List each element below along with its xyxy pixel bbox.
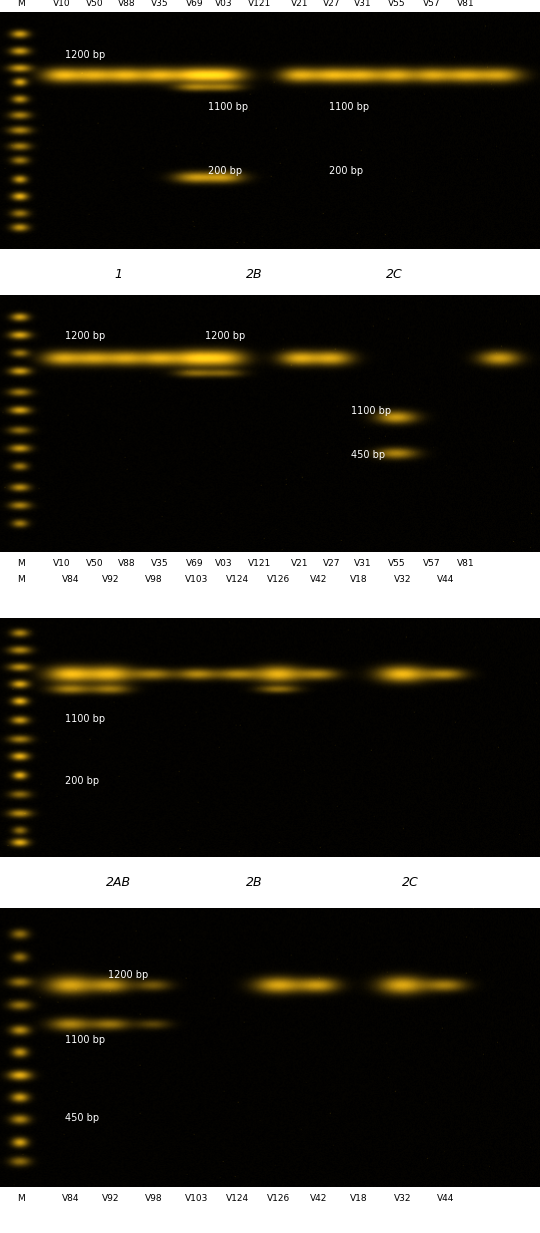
Text: V31: V31 — [354, 0, 372, 7]
Text: M: M — [17, 1194, 24, 1203]
Text: V50: V50 — [86, 559, 103, 568]
Text: V124: V124 — [226, 575, 249, 584]
Text: V35: V35 — [151, 559, 168, 568]
Text: V27: V27 — [323, 559, 341, 568]
Text: V55: V55 — [388, 0, 406, 7]
Text: 1200 bp: 1200 bp — [65, 332, 105, 342]
Text: V35: V35 — [151, 0, 168, 7]
Text: V27: V27 — [323, 0, 341, 7]
Text: V10: V10 — [53, 0, 71, 7]
Text: V55: V55 — [388, 559, 406, 568]
Text: V69: V69 — [186, 559, 203, 568]
Text: V81: V81 — [457, 0, 474, 7]
Text: V103: V103 — [185, 575, 209, 584]
Text: V121: V121 — [247, 0, 271, 7]
Text: V69: V69 — [186, 0, 203, 7]
Text: 450 bp: 450 bp — [351, 450, 385, 460]
Text: 1200 bp: 1200 bp — [205, 332, 246, 342]
Text: V92: V92 — [102, 575, 119, 584]
Text: V03: V03 — [215, 0, 233, 7]
Text: V98: V98 — [145, 575, 163, 584]
Text: V21: V21 — [291, 559, 308, 568]
Text: 2AB: 2AB — [106, 875, 131, 889]
Text: 2C: 2C — [402, 875, 419, 889]
Text: V126: V126 — [266, 1194, 290, 1203]
Text: V98: V98 — [145, 1194, 163, 1203]
Text: 1100 bp: 1100 bp — [351, 406, 391, 416]
Text: 1100 bp: 1100 bp — [329, 102, 369, 112]
Text: 2B: 2B — [246, 875, 262, 889]
Text: V103: V103 — [185, 1194, 209, 1203]
Text: V126: V126 — [266, 575, 290, 584]
Text: 2B: 2B — [246, 268, 262, 281]
Text: 1100 bp: 1100 bp — [208, 102, 248, 112]
Text: 1: 1 — [115, 268, 123, 281]
Text: 1100 bp: 1100 bp — [65, 1034, 105, 1044]
Text: V18: V18 — [350, 575, 368, 584]
Text: V88: V88 — [118, 559, 136, 568]
Text: 200 bp: 200 bp — [65, 777, 99, 787]
Text: M: M — [17, 575, 24, 584]
Text: V57: V57 — [423, 0, 441, 7]
Text: V88: V88 — [118, 0, 136, 7]
Text: V92: V92 — [102, 1194, 119, 1203]
Text: V44: V44 — [437, 575, 454, 584]
Text: V10: V10 — [53, 559, 71, 568]
Text: 200 bp: 200 bp — [208, 166, 242, 176]
Text: V44: V44 — [437, 1194, 454, 1203]
Text: 1200 bp: 1200 bp — [65, 49, 105, 60]
Text: 2C: 2C — [386, 268, 403, 281]
Text: V121: V121 — [247, 559, 271, 568]
Text: M: M — [17, 559, 24, 568]
Text: V84: V84 — [62, 575, 79, 584]
Text: 200 bp: 200 bp — [329, 166, 363, 176]
Text: 450 bp: 450 bp — [65, 1113, 99, 1123]
Text: V42: V42 — [310, 575, 327, 584]
Text: V03: V03 — [215, 559, 233, 568]
Text: V32: V32 — [394, 1194, 411, 1203]
Text: V42: V42 — [310, 1194, 327, 1203]
Text: M: M — [17, 0, 24, 7]
Text: 1100 bp: 1100 bp — [65, 714, 105, 724]
Text: V124: V124 — [226, 1194, 249, 1203]
Text: V81: V81 — [457, 559, 474, 568]
Text: V50: V50 — [86, 0, 103, 7]
Text: V21: V21 — [291, 0, 308, 7]
Text: V57: V57 — [423, 559, 441, 568]
Text: V32: V32 — [394, 575, 411, 584]
Text: V84: V84 — [62, 1194, 79, 1203]
Text: V31: V31 — [354, 559, 372, 568]
Text: V18: V18 — [350, 1194, 368, 1203]
Text: 1200 bp: 1200 bp — [108, 970, 148, 980]
